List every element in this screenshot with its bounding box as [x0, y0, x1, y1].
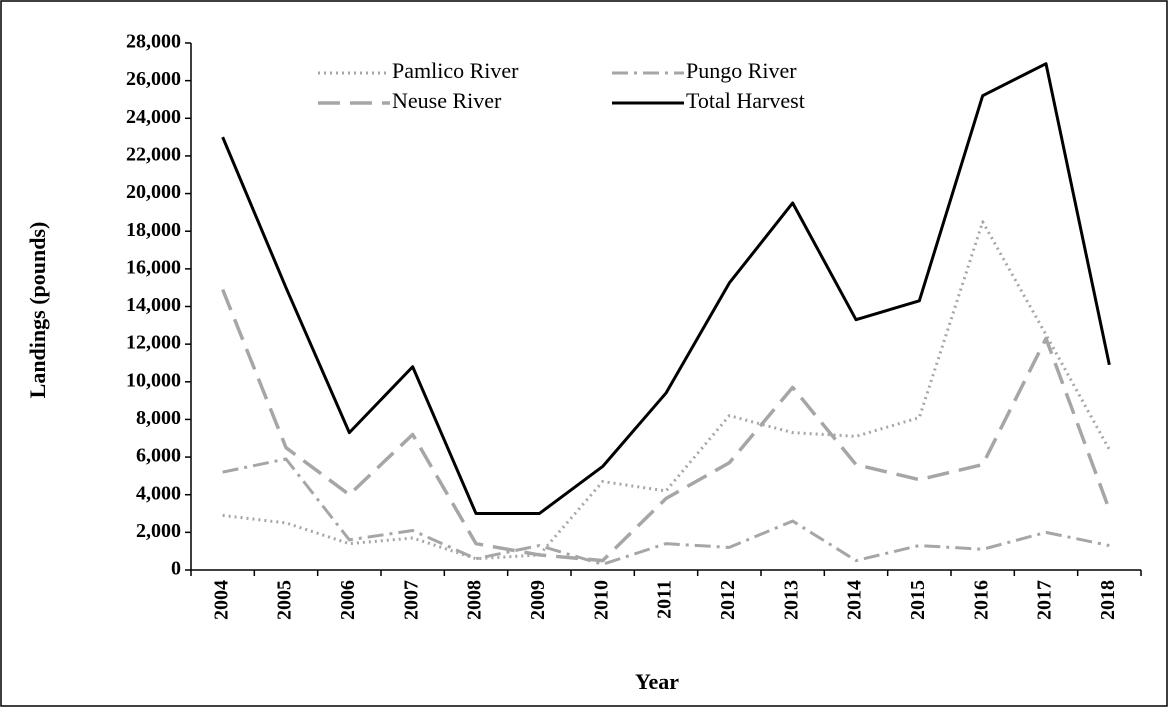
- series-line: [221, 62, 1111, 516]
- x-tick-label: 2004: [210, 580, 232, 620]
- x-axis-title: Year: [635, 669, 679, 694]
- series-line: [221, 288, 1111, 563]
- y-axis-title: Landings (pounds): [25, 222, 50, 399]
- x-tick-label: 2012: [717, 580, 739, 620]
- y-tick-label: 24,000: [126, 106, 181, 128]
- x-tick-label: 2016: [970, 580, 992, 620]
- y-tick-label: 16,000: [126, 256, 181, 278]
- y-tick-label: 2,000: [136, 520, 181, 542]
- y-tick-label: 10,000: [126, 369, 181, 391]
- x-tick-label: 2015: [907, 580, 929, 620]
- x-tick-label: 2014: [844, 580, 866, 620]
- x-tick-label: 2006: [337, 580, 359, 620]
- x-tick-label: 2005: [274, 580, 296, 620]
- x-tick-label: 2007: [400, 580, 422, 620]
- legend-label: Total Harvest: [686, 88, 805, 113]
- y-tick-label: 12,000: [126, 332, 181, 354]
- x-tick-label: 2018: [1097, 580, 1119, 620]
- x-tick-label: 2010: [590, 580, 612, 620]
- y-tick-label: 8,000: [136, 407, 181, 429]
- y-tick-label: 0: [171, 558, 181, 580]
- series-line: [222, 220, 1111, 561]
- y-tick-label: 14,000: [126, 294, 181, 316]
- y-tick-label: 28,000: [126, 31, 181, 53]
- y-tick-label: 22,000: [126, 144, 181, 166]
- x-tick-label: 2009: [527, 580, 549, 620]
- series-line: [222, 457, 1110, 566]
- y-tick-label: 18,000: [126, 219, 181, 241]
- y-tick-label: 26,000: [126, 68, 181, 90]
- y-tick-label: 6,000: [136, 445, 181, 467]
- x-tick-label: 2011: [654, 580, 676, 619]
- y-tick-label: 4,000: [136, 482, 181, 504]
- legend-label: Neuse River: [392, 88, 502, 113]
- x-tick-label: 2017: [1034, 580, 1056, 620]
- legend-label: Pamlico River: [392, 58, 519, 83]
- y-tick-label: 20,000: [126, 181, 181, 203]
- legend-label: Pungo River: [686, 58, 797, 83]
- x-tick-label: 2013: [780, 580, 802, 620]
- x-tick-label: 2008: [464, 580, 486, 620]
